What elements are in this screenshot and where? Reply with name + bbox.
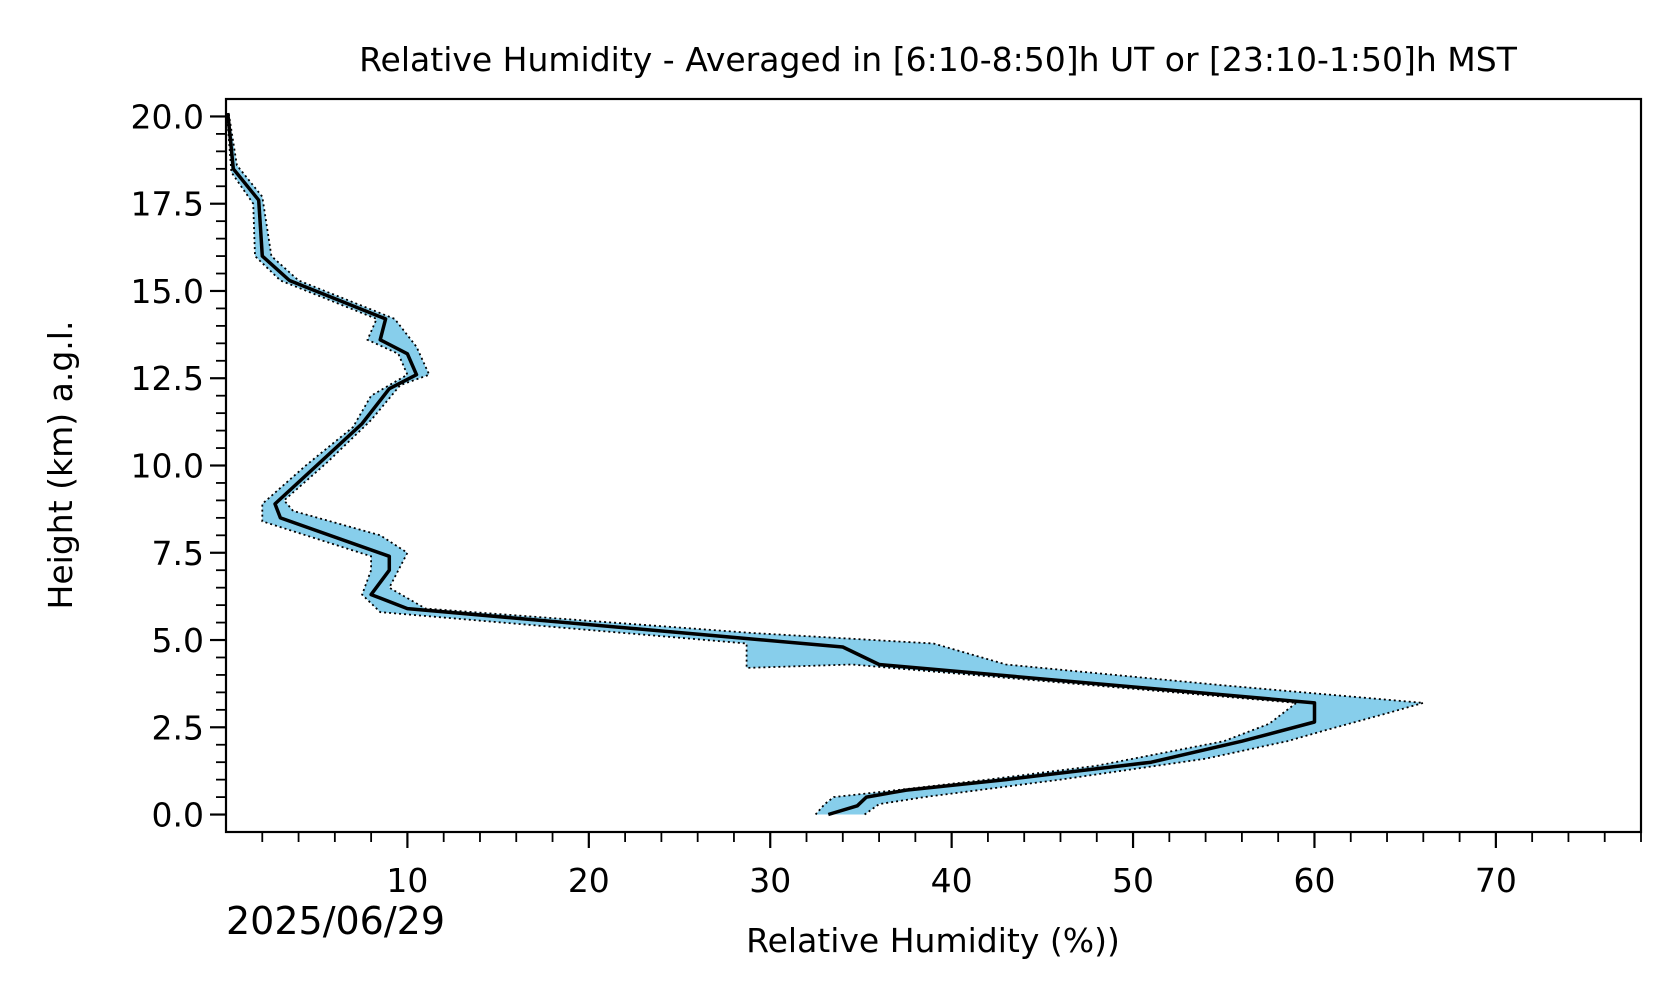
date-label: 2025/06/29	[226, 899, 445, 943]
lower-bound-line	[226, 112, 1299, 816]
y-tick-label: 15.0	[131, 272, 204, 311]
y-tick-label: 5.0	[152, 621, 204, 660]
mean-rh-line	[226, 112, 1317, 817]
x-tick-label: 70	[1475, 861, 1517, 900]
y-tick-label: 2.5	[152, 708, 204, 747]
x-tick-label: 30	[749, 861, 791, 900]
y-tick-label: 20.0	[131, 97, 204, 136]
plot-area	[226, 112, 1424, 817]
y-axis-label: Height (km) a.g.l.	[41, 321, 80, 610]
x-axis-label: Relative Humidity (%))	[746, 921, 1120, 960]
x-tick-label: 60	[1293, 861, 1335, 900]
x-tick-label: 10	[386, 861, 428, 900]
y-tick-label: 7.5	[152, 534, 204, 573]
y-axis: 0.0 2.5 5.0 7.5 10.0 12.5 15.0 17.5 20.0	[131, 97, 226, 835]
x-tick-label: 40	[931, 861, 973, 900]
x-tick-label: 20	[568, 861, 610, 900]
uncertainty-band	[226, 113, 1424, 815]
x-tick-label: 50	[1112, 861, 1154, 900]
y-tick-label: 17.5	[131, 185, 204, 224]
y-tick-label: 10.0	[131, 447, 204, 486]
plot-frame	[224, 97, 1643, 834]
y-tick-label: 0.0	[152, 796, 204, 835]
x-axis: 10 20 30 40 50 60 70	[261, 832, 1642, 900]
y-tick-label: 12.5	[131, 359, 204, 398]
upper-bound-line	[227, 112, 1424, 816]
chart-title: Relative Humidity - Averaged in [6:10-8:…	[359, 40, 1518, 79]
